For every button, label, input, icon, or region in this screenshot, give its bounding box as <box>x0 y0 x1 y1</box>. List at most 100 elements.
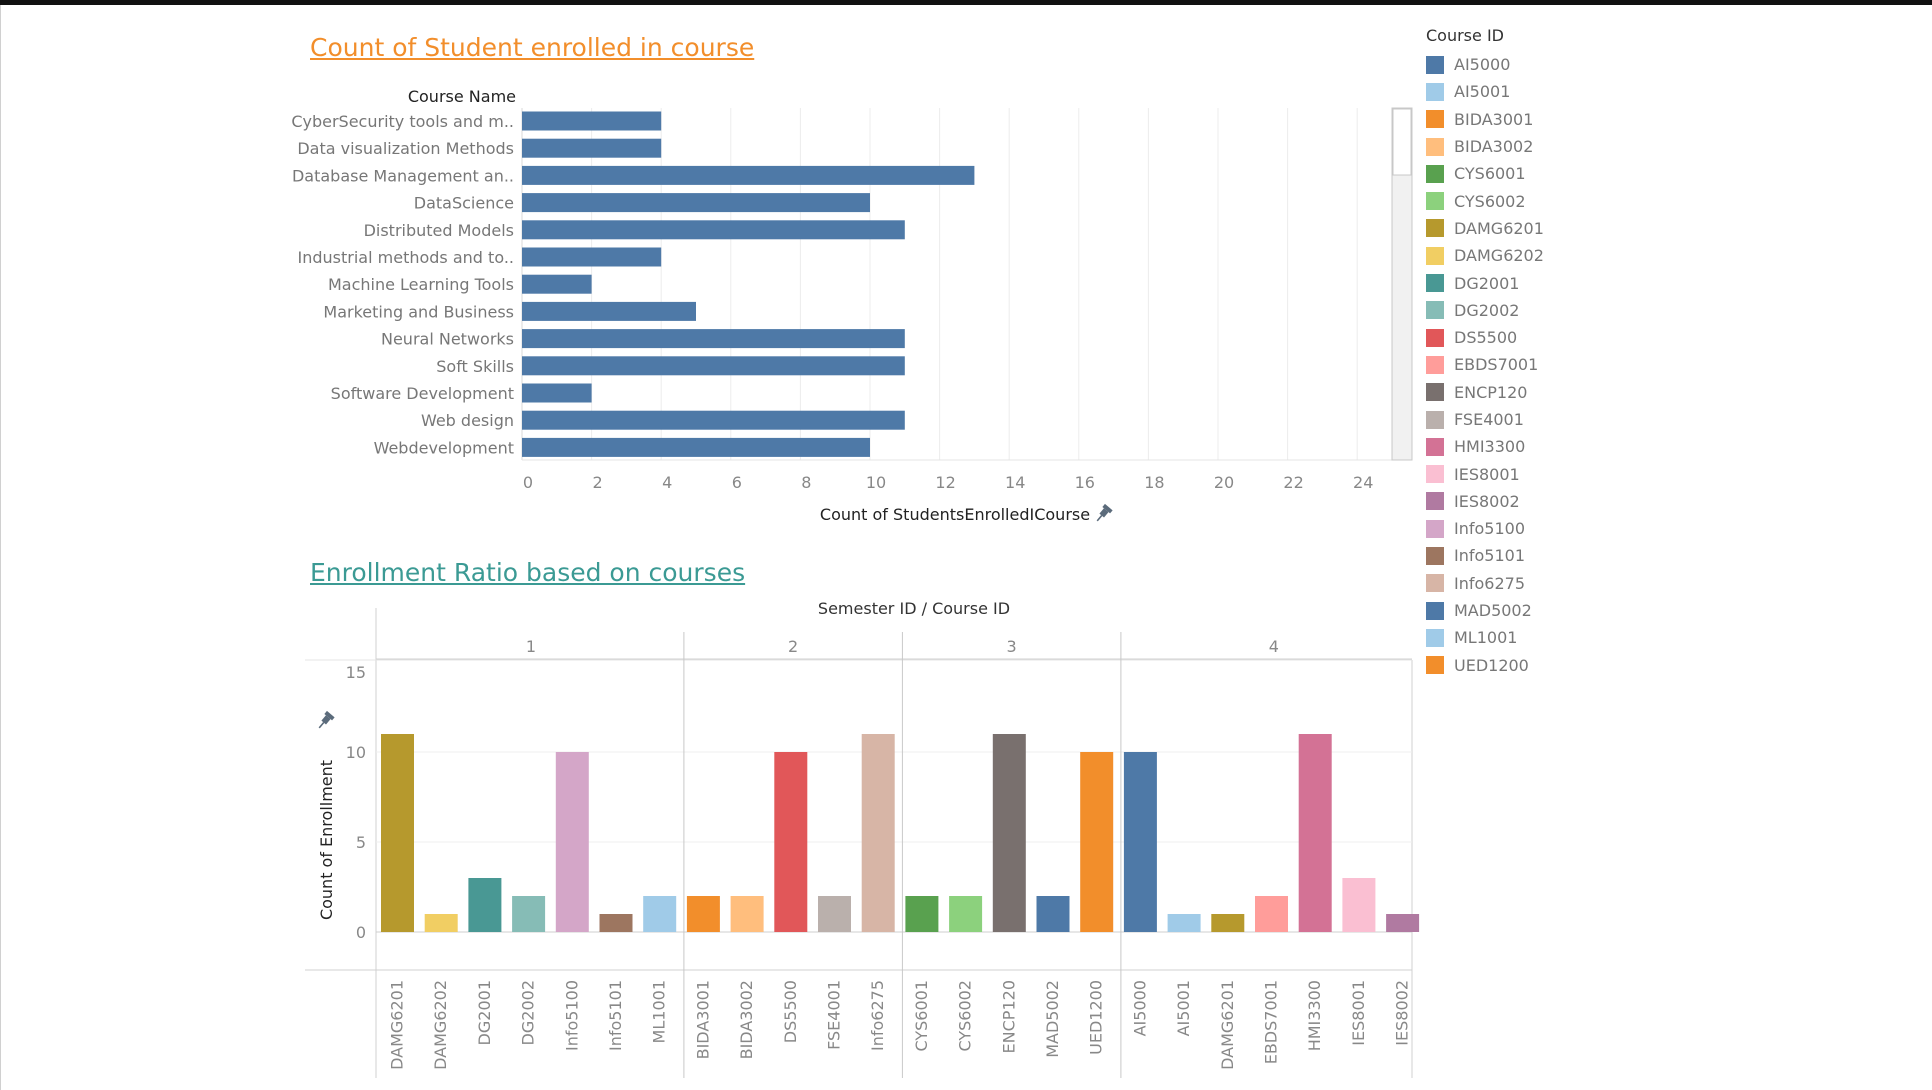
legend-item[interactable]: Info6275 <box>1426 570 1626 597</box>
legend-item[interactable]: EBDS7001 <box>1426 351 1626 378</box>
legend-item[interactable]: BIDA3002 <box>1426 133 1626 160</box>
legend-item[interactable]: Info5100 <box>1426 515 1626 542</box>
legend-swatch <box>1426 574 1444 593</box>
pin-icon-head <box>1102 503 1113 514</box>
pin-icon[interactable] <box>315 710 335 731</box>
bar[interactable] <box>905 896 939 932</box>
bar[interactable] <box>1080 752 1114 932</box>
legend-item[interactable]: HMI3300 <box>1426 433 1626 460</box>
legend-label: EBDS7001 <box>1454 355 1539 375</box>
legend-item[interactable]: DAMG6202 <box>1426 242 1626 269</box>
pin-icon[interactable] <box>1093 503 1113 524</box>
bar[interactable] <box>1255 896 1288 932</box>
bar[interactable] <box>1342 878 1376 932</box>
plot-area <box>522 108 1412 460</box>
bar[interactable] <box>522 165 975 185</box>
bar[interactable] <box>861 734 895 932</box>
legend-item[interactable]: BIDA3001 <box>1426 106 1626 133</box>
legend-item[interactable]: MAD5002 <box>1426 597 1626 624</box>
legend-item[interactable]: CYS6001 <box>1426 160 1626 187</box>
bar[interactable] <box>1211 914 1245 932</box>
legend-label: IES8002 <box>1454 491 1520 511</box>
bar[interactable] <box>599 914 633 932</box>
legend-label: HMI3300 <box>1454 437 1526 457</box>
chart-title-enrolled[interactable]: Count of Student enrolled in course <box>310 33 755 62</box>
bar[interactable] <box>1036 896 1070 932</box>
x-tick-label: 22 <box>1283 473 1303 492</box>
legend-item[interactable]: DS5500 <box>1426 324 1626 351</box>
legend-item[interactable]: ENCP120 <box>1426 379 1626 406</box>
bar[interactable] <box>522 301 696 321</box>
bar[interactable] <box>992 734 1026 932</box>
x-tick-label: AI5000 <box>1130 980 1149 1036</box>
bar[interactable] <box>522 138 662 158</box>
bar[interactable] <box>1298 734 1332 932</box>
bar[interactable] <box>522 356 905 376</box>
bar[interactable] <box>1167 914 1201 932</box>
legend-item[interactable]: IES8001 <box>1426 460 1626 487</box>
legend-item[interactable]: IES8002 <box>1426 488 1626 515</box>
semester-label: 1 <box>526 637 536 656</box>
bar[interactable] <box>522 410 905 430</box>
scrollbar-thumb[interactable] <box>1392 108 1412 176</box>
x-tick-label: UED1200 <box>1087 980 1106 1055</box>
bar[interactable] <box>555 752 589 932</box>
legend-item[interactable]: AI5000 <box>1426 51 1626 78</box>
x-tick-label: ENCP120 <box>999 980 1018 1053</box>
enrollment-ratio-chart[interactable]: Semester ID / Course ID 0 5 10 15 Count of En… <box>0 560 1420 1090</box>
legend-item[interactable]: DAMG6201 <box>1426 215 1626 242</box>
x-tick-label: 16 <box>1075 473 1095 492</box>
bar[interactable] <box>686 896 720 932</box>
legend-swatch <box>1426 519 1444 538</box>
bar[interactable] <box>774 752 808 932</box>
legend-item[interactable]: ML1001 <box>1426 624 1626 651</box>
legend-title: Course ID <box>1426 26 1504 45</box>
bar[interactable] <box>468 878 502 932</box>
bar[interactable] <box>381 734 414 932</box>
bar[interactable] <box>512 896 546 932</box>
legend-item[interactable]: UED1200 <box>1426 652 1626 679</box>
enrollment-bar-chart[interactable]: Course Name CyberSecurity tools and m.. Da… <box>0 0 1420 540</box>
legend-label: ML1001 <box>1454 628 1518 648</box>
legend-item[interactable]: AI5001 <box>1426 78 1626 105</box>
legend-swatch <box>1426 628 1444 647</box>
scrollbar-track[interactable] <box>1391 107 1413 461</box>
bar[interactable] <box>522 437 870 457</box>
x-tick-label: 2 <box>593 473 603 492</box>
category-label: Database Management an.. <box>292 166 514 185</box>
bar[interactable] <box>643 896 677 932</box>
pin-icon-body <box>1099 508 1109 518</box>
legend-item[interactable]: DG2001 <box>1426 269 1626 296</box>
legend-item[interactable]: CYS6002 <box>1426 187 1626 214</box>
legend-label: CYS6001 <box>1454 164 1526 184</box>
legend-label: DG2001 <box>1454 273 1520 293</box>
x-tick-label: ML1001 <box>650 980 669 1043</box>
bar[interactable] <box>522 220 905 240</box>
bar[interactable] <box>1386 914 1420 932</box>
legend-item[interactable]: FSE4001 <box>1426 406 1626 433</box>
y-axis-title: Count of Enrollment <box>317 760 336 920</box>
bar[interactable] <box>522 383 592 403</box>
legend-item[interactable]: DG2002 <box>1426 297 1626 324</box>
bar[interactable] <box>522 274 592 294</box>
bar[interactable] <box>522 193 870 213</box>
bar[interactable] <box>949 896 983 932</box>
category-label: Webdevelopment <box>374 438 514 457</box>
legend-item[interactable]: Info5101 <box>1426 542 1626 569</box>
bar[interactable] <box>424 914 458 932</box>
chart-title-ratio[interactable]: Enrollment Ratio based on courses <box>310 558 746 587</box>
bar[interactable] <box>522 329 905 349</box>
category-label: DataScience <box>414 194 514 213</box>
legend-swatch <box>1426 410 1444 429</box>
bar[interactable] <box>818 896 851 932</box>
x-tick-label: 10 <box>866 473 886 492</box>
panel-semester-4: 4 AI5000 AI5001 DAMG6201 EBDS7001 HMI3300 IES8… <box>1123 637 1420 1070</box>
bar[interactable] <box>1123 752 1157 932</box>
bar[interactable] <box>730 896 764 932</box>
panel-semester-1: 1 DAMG6201 DAMG6202 DG2001 DG2002 Info5100 Inf… <box>381 637 677 1070</box>
y-tick-label: 15 <box>346 663 366 682</box>
legend-swatch <box>1426 492 1444 511</box>
panel-semester-3: 3 CYS6001 CYS6002 ENCP120 MAD5002 UED1200 <box>905 637 1114 1058</box>
bar[interactable] <box>522 111 662 131</box>
bar[interactable] <box>522 247 662 267</box>
